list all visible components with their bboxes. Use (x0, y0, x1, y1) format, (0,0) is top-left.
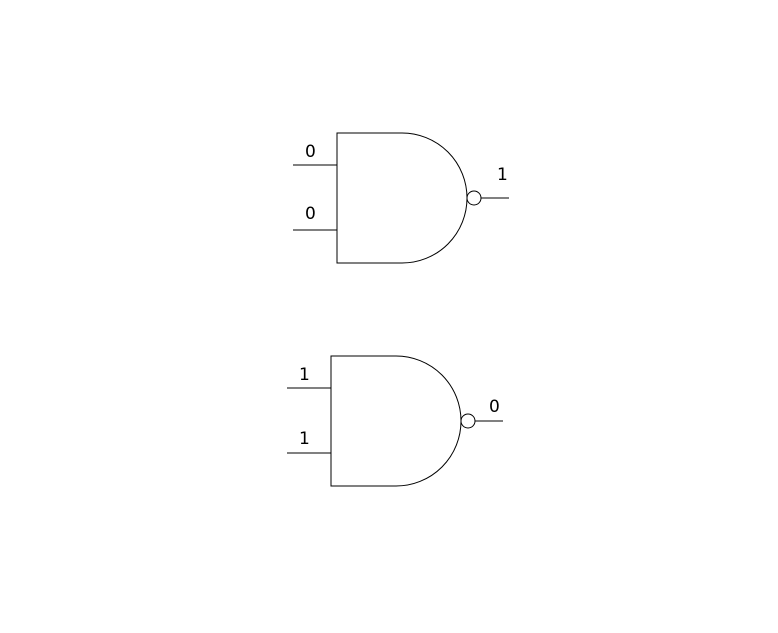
inversion-bubble (460, 413, 476, 429)
input-label-b: 0 (305, 204, 316, 224)
and-gate-body (330, 355, 462, 487)
output-label: 0 (489, 397, 500, 417)
nand-gate-top: 0 0 1 (293, 132, 509, 264)
input-label-a: 0 (305, 142, 316, 162)
input-label-b: 1 (299, 429, 310, 449)
inversion-bubble (466, 190, 482, 206)
nand-gate-bottom: 1 1 0 (287, 355, 503, 487)
and-gate-body (336, 132, 468, 264)
input-label-a: 1 (299, 365, 310, 385)
output-label: 1 (497, 165, 508, 185)
